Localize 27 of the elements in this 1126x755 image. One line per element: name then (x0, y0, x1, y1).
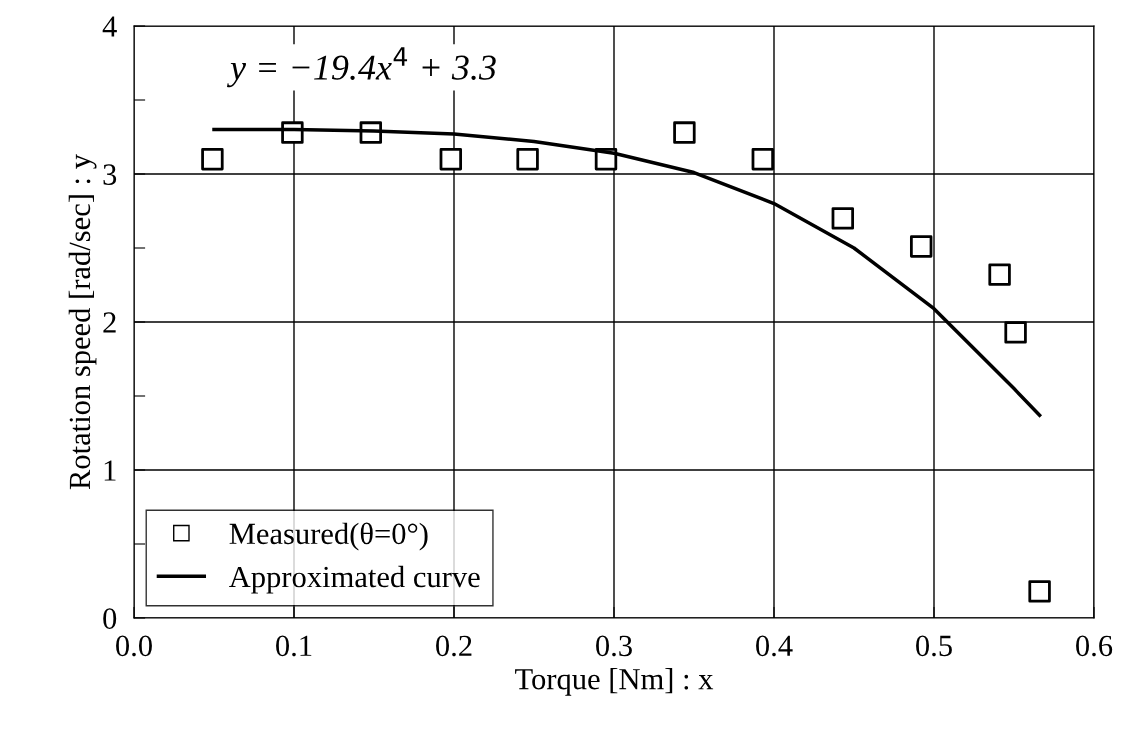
x-tick-label: 0.6 (1076, 635, 1113, 657)
annotation: y = −19.4x$^{4}$ + 3.3 (226, 47, 496, 88)
point (673, 121, 696, 144)
y-tick-label: 2 (103, 312, 116, 333)
point (909, 235, 933, 258)
point (439, 147, 463, 171)
point (201, 147, 224, 171)
x-tick-label: 0.1 (276, 635, 312, 657)
x-tick-label: 0.0 (116, 635, 152, 657)
point (831, 207, 855, 230)
x-tick-label: 0.5 (916, 635, 952, 657)
point (988, 263, 1011, 286)
x-axis-title: Torque [Nm] : x (515, 667, 714, 696)
legend-label: Measured(θ=0°) (229, 522, 428, 551)
x-tick-label: 0.2 (436, 635, 472, 657)
point (1028, 580, 1051, 603)
x-tick-label: 0.3 (596, 635, 632, 657)
legend-label: Approximated curve (229, 565, 480, 594)
point (516, 147, 539, 171)
point (751, 147, 775, 171)
y-tick-label: 1 (104, 460, 116, 481)
x-tick-label: 0.4 (756, 635, 793, 657)
point (1004, 321, 1027, 344)
y-tick-label: 0 (103, 608, 117, 629)
y-tick-label: 3 (103, 164, 117, 185)
y-axis-title: Rotation speed [rad/sec] : y (68, 154, 97, 490)
y-tick-label: 4 (102, 16, 117, 37)
